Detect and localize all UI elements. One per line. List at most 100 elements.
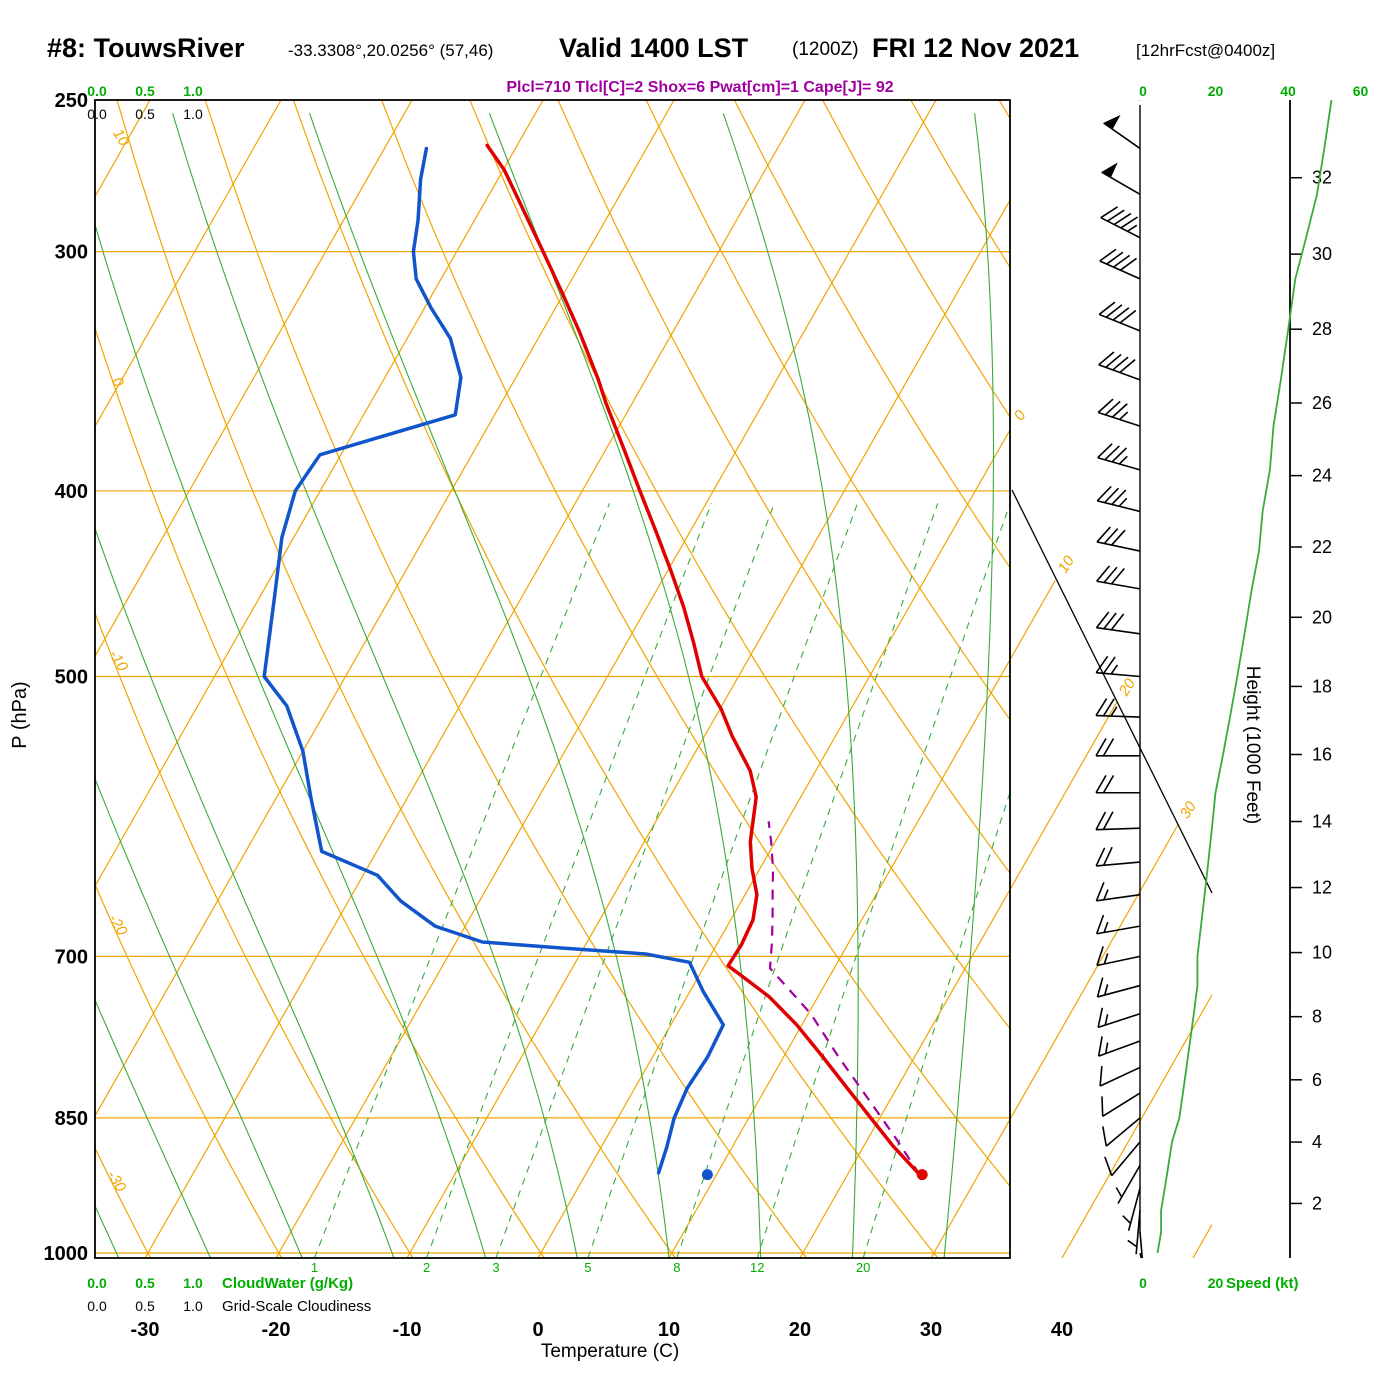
wind-barb-staff xyxy=(1096,580,1141,590)
wind-barb-pennant xyxy=(1106,66,1122,78)
speed-scale-label: 0 xyxy=(1139,83,1147,99)
moist-adiabat-line xyxy=(95,777,303,1258)
wind-barb-staff xyxy=(1095,827,1141,831)
wind-barb-staff xyxy=(1099,1066,1141,1087)
wind-barb-staff xyxy=(1139,1231,1144,1258)
wind-barb xyxy=(1115,1164,1141,1204)
wind-barb-feather xyxy=(1102,656,1116,674)
speed-scale-label: 0 xyxy=(1139,1275,1147,1291)
isotherm-line xyxy=(95,100,544,1258)
sounding-profiles xyxy=(262,143,928,1181)
valid-time: Valid 1400 LST xyxy=(559,33,749,63)
speed-scale-label: 60 xyxy=(1353,83,1369,99)
wind-barb-half-feather xyxy=(1119,411,1129,421)
station-title: #8: TouwsRiver xyxy=(47,33,245,63)
height-tick-label: 30 xyxy=(1312,244,1332,264)
mixing-ratio-label: 2 xyxy=(423,1260,430,1275)
isotherm-line xyxy=(0,100,19,1258)
wind-barb-feather xyxy=(1113,254,1131,268)
height-tick-label: 4 xyxy=(1312,1132,1322,1152)
wind-barb-staff xyxy=(1096,671,1141,678)
wind-barb xyxy=(1098,301,1141,332)
moist-adiabat-line xyxy=(172,113,578,1258)
wind-barb-staff xyxy=(1095,714,1141,718)
moist-adiabat-line xyxy=(95,526,395,1258)
wind-barb-feather xyxy=(1111,403,1128,418)
wind-barb xyxy=(1099,1066,1141,1087)
speed-scale-label: 20 xyxy=(1208,1275,1224,1291)
isotherm-line xyxy=(537,100,1199,1258)
wind-barb xyxy=(1095,655,1141,678)
pressure-tick-label: 700 xyxy=(55,946,88,968)
isobar-lines xyxy=(95,100,1010,1254)
temperature-tick-label: 0 xyxy=(532,1319,543,1341)
dry-adiabat-line xyxy=(469,100,1010,1030)
wind-barb-half-feather xyxy=(1104,1014,1109,1026)
wind-barb-feather xyxy=(1111,529,1126,546)
wind-barb-feather xyxy=(1119,359,1136,374)
wind-barb xyxy=(1127,1210,1141,1255)
wind-barb xyxy=(1098,351,1141,381)
wind-barb-feather xyxy=(1102,846,1113,866)
cloudiness-scale-label: 1.0 xyxy=(183,106,203,122)
height-tick-label: 26 xyxy=(1312,393,1332,413)
isotherm-line xyxy=(144,100,806,1258)
temperature-axis-title: Temperature (C) xyxy=(541,1341,679,1362)
wind-barb-half-feather xyxy=(1103,921,1109,933)
wind-barb-feather xyxy=(1098,301,1116,316)
surface-temperature-dot xyxy=(916,1169,928,1181)
wind-barb-half-feather xyxy=(1103,953,1109,965)
height-tick-label: 20 xyxy=(1312,607,1332,627)
temperature-tick-label: 40 xyxy=(1051,1319,1073,1341)
wind-barb-staff xyxy=(1097,456,1141,471)
cloudwater-axis-label: CloudWater (g/Kg) xyxy=(222,1275,353,1292)
wind-barb-feather xyxy=(1107,209,1125,222)
wind-barb-staff xyxy=(1097,984,1141,998)
temperature-tick-label: -30 xyxy=(131,1319,160,1341)
wind-barb-feather xyxy=(1103,528,1119,545)
wind-barb xyxy=(1095,775,1140,794)
wind-barb-feather xyxy=(1106,251,1124,265)
speed-scale-label: 40 xyxy=(1280,83,1296,99)
wind-speed-curve xyxy=(1156,100,1333,1254)
mixing-ratio-label: 8 xyxy=(673,1260,680,1275)
wind-barb-feather xyxy=(1099,248,1117,262)
pressure-tick-label: 250 xyxy=(55,90,88,112)
wind-barb-feather xyxy=(1101,1096,1104,1117)
wind-barb-staff xyxy=(1096,861,1141,867)
height-tick-label: 24 xyxy=(1312,466,1332,486)
wind-barb-half-feather xyxy=(1133,1264,1143,1269)
wind-barb-feather xyxy=(1096,565,1111,582)
wind-barb-staff xyxy=(1100,216,1141,239)
wind-barb-staff xyxy=(1127,1187,1141,1231)
wind-barb-feather xyxy=(1111,489,1127,505)
wind-barb-feather xyxy=(1110,568,1125,585)
temperature-tick-label: 30 xyxy=(920,1319,942,1341)
dry-adiabat-line xyxy=(733,100,1010,569)
cloudiness-scale-label: 0.0 xyxy=(87,1298,107,1314)
dry-adiabat-line xyxy=(557,100,1010,875)
wind-barb-staff xyxy=(1102,1092,1141,1118)
isotherm-line xyxy=(95,100,675,1258)
wind-barb-staff xyxy=(1111,1141,1141,1177)
mixing-ratio-line xyxy=(587,503,859,1258)
moisture-lines xyxy=(95,113,1010,1258)
mixing-ratio-line xyxy=(862,790,1010,1258)
wind-barb xyxy=(1106,66,1140,101)
isotherm-lines xyxy=(0,100,1212,1258)
wind-barb-staff xyxy=(1096,893,1141,902)
wind-barb-half-feather xyxy=(1110,706,1118,717)
temperature-tick-label: -10 xyxy=(393,1319,422,1341)
wind-barb xyxy=(1096,485,1141,513)
wind-barb-staff xyxy=(1097,411,1141,427)
dewpoint-curve xyxy=(262,146,726,1175)
wind-barb xyxy=(1099,248,1141,280)
wind-barb-staff xyxy=(1117,1164,1141,1204)
temperature-tick-label: -20 xyxy=(262,1319,291,1341)
wind-barb xyxy=(1097,1036,1141,1057)
dry-adiabat-line xyxy=(95,611,414,1258)
cloudiness-scale-label: 0.0 xyxy=(87,106,107,122)
isotherm-line xyxy=(95,100,413,1258)
isotherm-line xyxy=(406,100,1068,1258)
wind-barb-feather xyxy=(1095,914,1105,935)
